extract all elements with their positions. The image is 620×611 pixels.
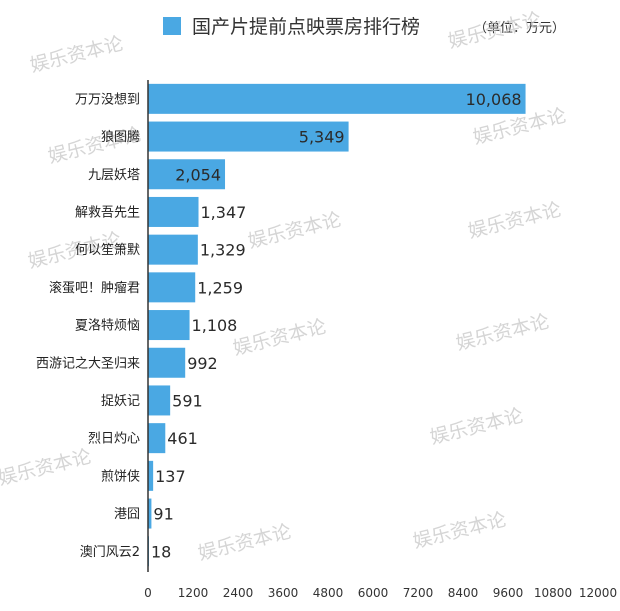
x-tick-label: 6000 bbox=[358, 586, 389, 600]
bar bbox=[148, 385, 171, 416]
watermark-text: 娱乐资本论 bbox=[0, 446, 93, 490]
value-label: 992 bbox=[187, 354, 218, 373]
value-label: 18 bbox=[151, 542, 171, 561]
bars-layer: 万万没想到 10,068 狼图腾 5,349 九层妖塔 2,054 解救吾先生 1,347 何以… bbox=[36, 83, 526, 567]
value-label: 91 bbox=[153, 505, 173, 524]
value-label: 591 bbox=[172, 391, 203, 410]
category-label: 港囧 bbox=[114, 507, 140, 522]
category-label: 滚蛋吧！肿瘤君 bbox=[49, 280, 140, 296]
category-label: 狼图腾 bbox=[101, 129, 140, 145]
category-label: 万万没想到 bbox=[75, 91, 140, 107]
bar bbox=[148, 121, 349, 152]
x-tick-label: 1200 bbox=[178, 586, 209, 600]
bar bbox=[148, 83, 526, 114]
value-label: 1,329 bbox=[200, 241, 246, 260]
watermark-text: 娱乐资本论 bbox=[246, 209, 344, 253]
bar bbox=[148, 234, 198, 265]
category-label: 九层妖塔 bbox=[88, 168, 140, 183]
bar bbox=[148, 159, 226, 190]
bar bbox=[148, 310, 190, 341]
watermark-text: 娱乐资本论 bbox=[446, 9, 544, 53]
watermark-text: 娱乐资本论 bbox=[411, 509, 509, 553]
bar bbox=[148, 272, 196, 303]
category-label: 煎饼侠 bbox=[101, 468, 140, 484]
watermark-text: 娱乐资本论 bbox=[454, 311, 552, 355]
category-label: 何以笙箫默 bbox=[75, 242, 140, 258]
x-tick-label: 9600 bbox=[493, 586, 524, 600]
category-label: 解救吾先生 bbox=[75, 204, 140, 220]
bar bbox=[148, 498, 152, 529]
value-label: 5,349 bbox=[299, 128, 345, 147]
value-label: 137 bbox=[155, 467, 186, 486]
bar bbox=[148, 460, 154, 491]
category-label: 澳门风云2 bbox=[80, 544, 140, 560]
value-label: 2,054 bbox=[175, 165, 221, 184]
x-tick-label: 0 bbox=[144, 586, 152, 600]
watermark-text: 娱乐资本论 bbox=[231, 316, 329, 360]
x-tick-label: 8400 bbox=[448, 586, 479, 600]
bar bbox=[148, 196, 199, 227]
watermark-text: 娱乐资本论 bbox=[466, 199, 564, 243]
category-label: 烈日灼心 bbox=[88, 432, 140, 447]
watermark-text: 娱乐资本论 bbox=[196, 521, 294, 565]
legend-swatch bbox=[163, 17, 181, 35]
x-tick-label: 10800 bbox=[534, 586, 572, 600]
value-label: 1,347 bbox=[201, 203, 247, 222]
value-label: 1,108 bbox=[192, 316, 238, 335]
value-label: 461 bbox=[167, 429, 198, 448]
value-label: 1,259 bbox=[197, 278, 243, 297]
x-tick-label: 12000 bbox=[579, 586, 617, 600]
x-tick-label: 7200 bbox=[403, 586, 434, 600]
value-label: 10,068 bbox=[466, 90, 522, 109]
watermark-text: 娱乐资本论 bbox=[28, 33, 126, 77]
bar bbox=[148, 347, 186, 378]
category-label: 西游记之大圣归来 bbox=[36, 356, 140, 371]
chart-title: 国产片提前点映票房排行榜 bbox=[192, 16, 420, 38]
bar bbox=[148, 423, 166, 454]
unit-label: （单位：万元） bbox=[474, 21, 565, 36]
category-label: 捉妖记 bbox=[101, 394, 140, 409]
watermark-text: 娱乐资本论 bbox=[428, 405, 526, 449]
x-axis-ticks: 0 1200 2400 3600 4800 6000 7200 8400 9600 10800 12… bbox=[144, 586, 617, 600]
x-tick-label: 2400 bbox=[223, 586, 254, 600]
x-tick-label: 4800 bbox=[313, 586, 344, 600]
x-tick-label: 3600 bbox=[268, 586, 299, 600]
category-label: 夏洛特烦恼 bbox=[75, 319, 140, 334]
